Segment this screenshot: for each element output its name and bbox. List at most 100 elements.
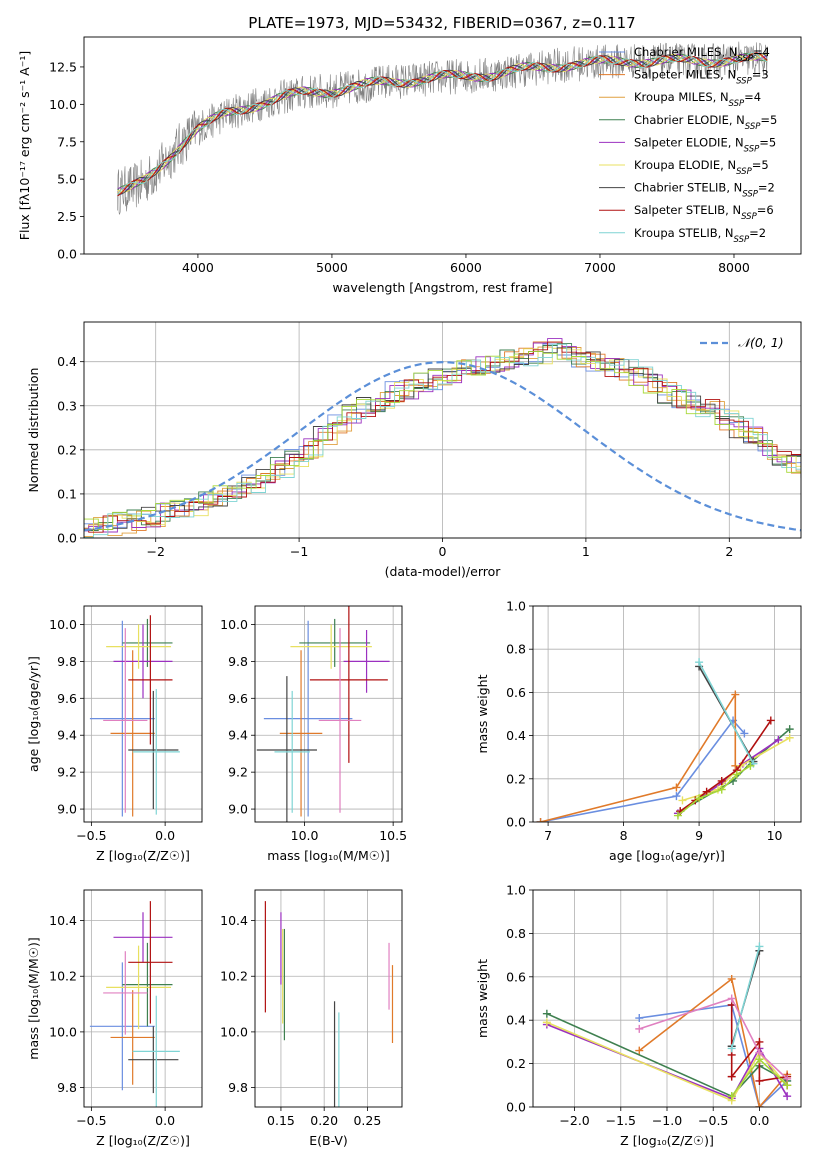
plot-area [264, 901, 394, 1107]
x-tick-label: 8 [620, 828, 628, 843]
weight-line [639, 1004, 788, 1107]
x-tick-label: −0.5 [76, 828, 106, 843]
residual-histogram [84, 351, 801, 530]
y-tick-label: 0.8 [506, 642, 526, 657]
panel-mass_vs_ebv: 0.15 0.20 0.25 9.8 10.0 10.2 10.4 E(B-V) [220, 889, 403, 1148]
axes-frame: −0.5 0.0 9.8 10.0 10.2 10.4 Z [log₁₀(Z/Z☉)] mas… [26, 889, 203, 1148]
weight-marker [755, 1055, 764, 1064]
x-tick-label: −2 [146, 544, 164, 559]
x-tick-label: −2.0 [559, 1113, 589, 1128]
weight-line [730, 946, 761, 1049]
y-tick-label: 9.0 [228, 802, 248, 817]
weight-marker [635, 1024, 644, 1033]
weight-marker [755, 1076, 764, 1085]
weight-marker [755, 1103, 764, 1107]
error-bar [299, 618, 371, 667]
x-tick-label: 10.0 [291, 828, 319, 843]
x-tick-label: 10 [767, 828, 783, 843]
residual-histogram [84, 343, 801, 538]
y-tick-label: 0.0 [506, 815, 526, 830]
error-bar [113, 624, 173, 699]
panel-mass_vs_Z: −0.5 0.0 9.8 10.0 10.2 10.4 Z [log₁₀(Z/Z☉)] mas… [26, 889, 203, 1148]
x-tick-label: 0.20 [310, 1113, 338, 1128]
weight-marker [727, 1044, 736, 1053]
y-tick-label: 0.2 [506, 771, 526, 786]
axes-border [83, 36, 802, 255]
y-tick-label: 9.6 [57, 691, 77, 706]
weight-marker [731, 690, 740, 699]
model-spectrum [117, 52, 768, 195]
weight-marker [785, 733, 794, 742]
weight-marker [727, 994, 736, 1003]
panel-weight_vs_Z: −2.0 −1.5 −1.0 −0.5 0.0 0.0 0.2 0.4 0.6 0.8 1.0 Z [… [475, 883, 802, 1148]
weight-marker [536, 818, 545, 822]
legend-entry: Kroupa MILES, NSSP=4 [634, 90, 761, 109]
weight-marker [740, 729, 749, 738]
y-tick-label: 9.8 [57, 1080, 77, 1095]
error-bar [128, 615, 173, 745]
plot-area [542, 942, 792, 1107]
weight-line [682, 737, 791, 802]
error-bar [132, 689, 180, 815]
x-axis-label: Z [log₁₀(Z/Z☉)] [96, 848, 190, 863]
weight-line [540, 719, 746, 822]
error-bar [279, 650, 323, 817]
weight-marker [673, 811, 682, 820]
x-tick-label: 0.0 [155, 1113, 175, 1128]
y-tick-label: 0.4 [506, 728, 526, 743]
panel-age_vs_Z: −0.5 0.0 9.0 9.2 9.4 9.6 9.8 10.0 Z [log₁₀(Z/Z☉)… [26, 605, 203, 863]
y-tick-label: 0.2 [57, 442, 77, 457]
axes-border [83, 605, 203, 823]
y-tick-label: 9.8 [228, 654, 248, 669]
weight-marker [755, 942, 764, 951]
axes-border [254, 605, 403, 823]
error-bar [256, 676, 317, 822]
x-tick-label: −1 [290, 544, 308, 559]
y-tick-label: 0.6 [506, 685, 526, 700]
x-tick-label: 0.15 [267, 1113, 295, 1128]
x-axis-label: Z [log₁₀(Z/Z☉)] [96, 1133, 190, 1148]
x-tick-label: 6000 [450, 260, 482, 275]
x-tick-label: 10.5 [379, 828, 407, 843]
weight-line [679, 720, 772, 812]
y-tick-label: 10.2 [49, 969, 77, 984]
weight-marker [695, 658, 704, 667]
axes-border [254, 889, 403, 1108]
y-tick-label: 0.2 [506, 1056, 526, 1071]
error-bar [122, 942, 173, 1027]
y-tick-label: 0.6 [506, 969, 526, 984]
axes-frame: 0.15 0.20 0.25 9.8 10.0 10.2 10.4 E(B-V) [220, 889, 403, 1148]
panel-spectrum: 4000 5000 6000 7000 8000 0.0 2.5 5.0 7.5 10.0 12.5… [17, 36, 802, 295]
error-bar [103, 628, 148, 813]
weight-marker [727, 1072, 736, 1081]
weight-marker [672, 792, 681, 801]
y-tick-label: 10.2 [220, 969, 248, 984]
y-tick-label: 0.3 [57, 398, 77, 413]
legend-entry: Kroupa ELODIE, NSSP=5 [634, 158, 769, 177]
x-tick-label: 2 [725, 544, 733, 559]
x-axis-label: wavelength [Angstrom, rest frame] [332, 280, 552, 295]
weight-line [639, 997, 788, 1080]
error-bar [274, 690, 310, 813]
x-tick-label: 8000 [718, 260, 750, 275]
plot-area [84, 338, 801, 538]
axes-border [532, 605, 802, 823]
y-axis-label: mass weight [475, 674, 490, 753]
error-bar [132, 995, 180, 1107]
x-tick-label: 1 [582, 544, 590, 559]
error-bar [263, 620, 353, 817]
weight-marker [783, 1092, 792, 1101]
error-bar [122, 618, 173, 667]
panel-age_vs_mass: 10.0 10.5 9.0 9.2 9.4 9.6 9.8 10.0 mass [log₁₀(M… [220, 605, 407, 863]
y-axis-label: Normed distribution [26, 368, 41, 493]
x-tick-label: −0.5 [698, 1113, 728, 1128]
x-axis-label: age [log₁₀(age/yr)] [609, 848, 725, 863]
x-axis-label: E(B-V) [309, 1133, 348, 1148]
y-tick-label: 10.0 [220, 617, 248, 632]
weight-marker [672, 783, 681, 792]
error-bar [103, 951, 148, 1035]
y-tick-label: 1.0 [506, 883, 526, 898]
y-tick-label: 9.6 [228, 691, 248, 706]
normal-curve [84, 360, 801, 532]
